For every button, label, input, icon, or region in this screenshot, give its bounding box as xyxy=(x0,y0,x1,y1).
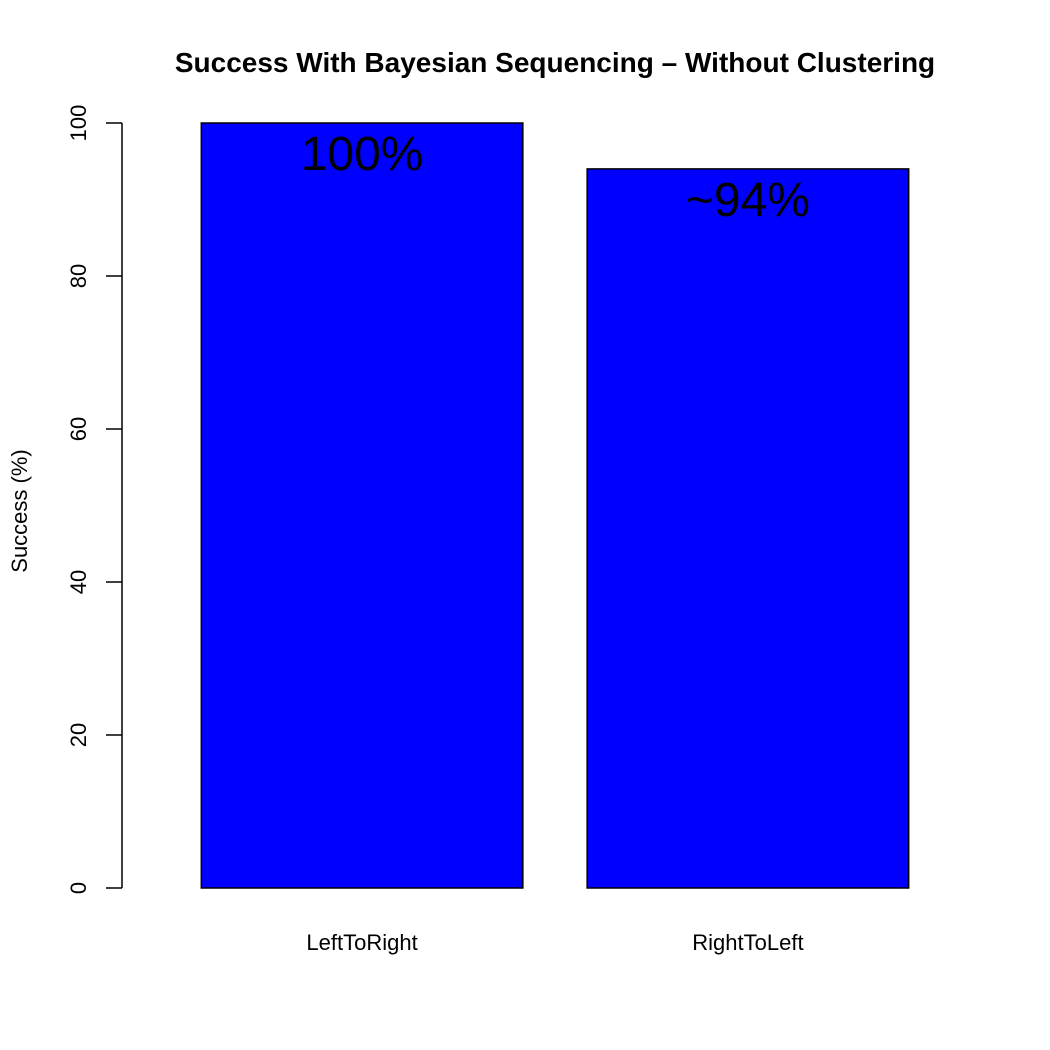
bars-group: 100% ~94% xyxy=(200,122,910,889)
bar-value-label: ~94% xyxy=(686,174,810,227)
y-tick-label: 0 xyxy=(66,882,91,894)
y-axis-title: Success (%) xyxy=(7,449,32,572)
x-axis-labels: LeftToRight RightToLeft xyxy=(306,930,803,955)
bar-lefttoright xyxy=(200,122,524,889)
y-tick-label: 80 xyxy=(66,264,91,288)
y-axis: 0 20 40 60 80 100 xyxy=(66,105,123,894)
y-tick-label: 20 xyxy=(66,723,91,747)
chart-title: Success With Bayesian Sequencing – Witho… xyxy=(175,47,935,78)
y-tick-label: 40 xyxy=(66,570,91,594)
y-tick-label: 60 xyxy=(66,417,91,441)
y-tick-label: 100 xyxy=(66,105,91,142)
x-category-label: RightToLeft xyxy=(692,930,803,955)
x-category-label: LeftToRight xyxy=(306,930,417,955)
bar-righttoleft xyxy=(586,168,910,889)
bar-value-label: 100% xyxy=(301,128,424,181)
